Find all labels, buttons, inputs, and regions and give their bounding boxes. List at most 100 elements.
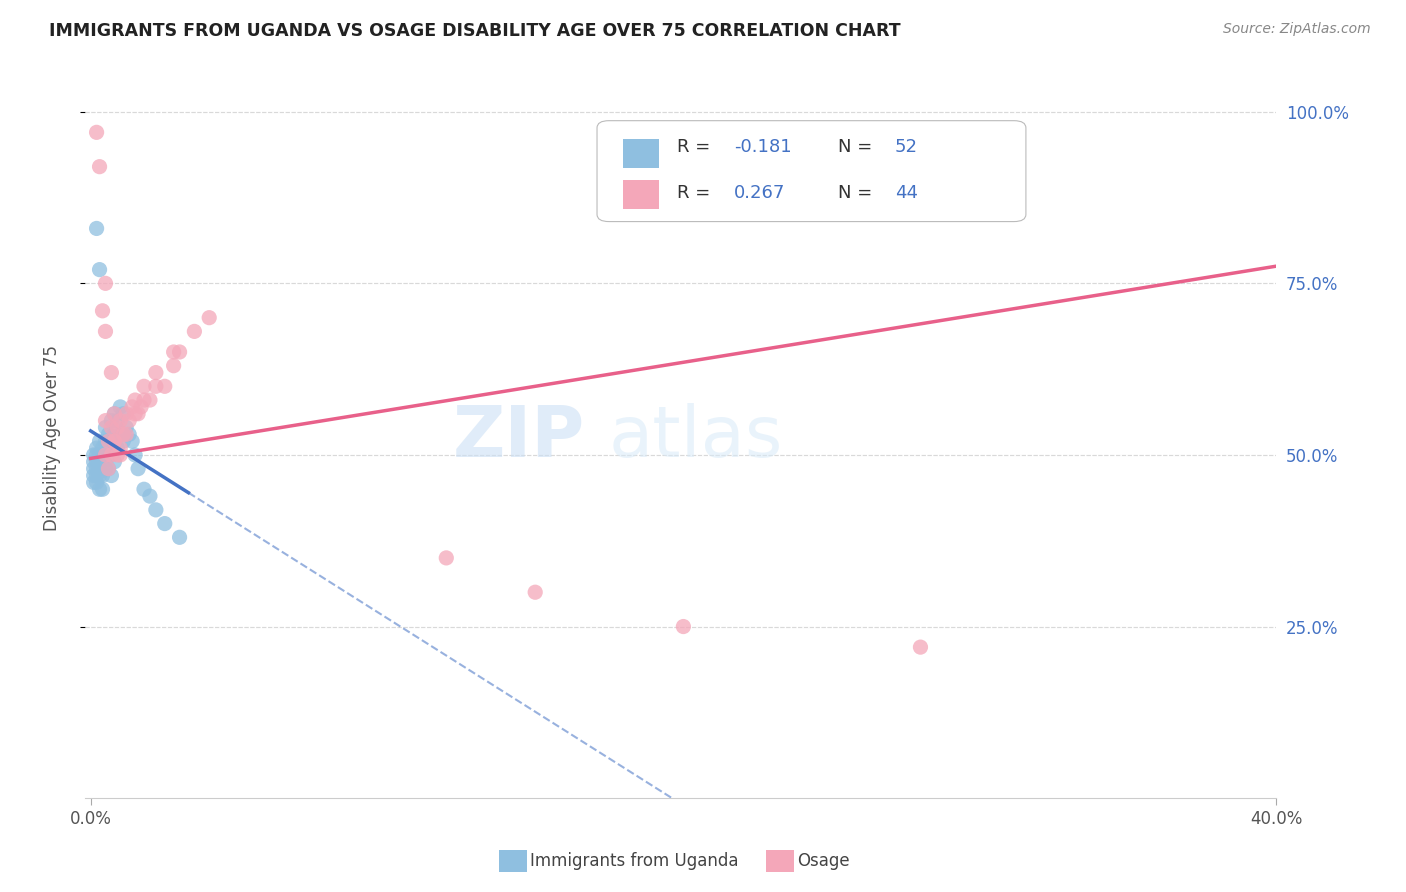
Point — [672, 619, 695, 633]
Point — [94, 448, 117, 462]
Point — [103, 455, 125, 469]
Text: ZIP: ZIP — [453, 403, 585, 472]
Text: 0.267: 0.267 — [734, 184, 786, 202]
Point — [83, 475, 105, 490]
Text: IMMIGRANTS FROM UGANDA VS OSAGE DISABILITY AGE OVER 75 CORRELATION CHART: IMMIGRANTS FROM UGANDA VS OSAGE DISABILI… — [49, 22, 901, 40]
Point — [110, 400, 132, 414]
Point — [132, 379, 155, 393]
Point — [169, 530, 191, 544]
Point — [132, 483, 155, 497]
Point — [86, 475, 108, 490]
Point — [112, 407, 135, 421]
Point — [86, 441, 108, 455]
Point — [91, 441, 114, 455]
Point — [145, 503, 167, 517]
Point — [91, 455, 114, 469]
Bar — [623, 180, 659, 209]
Point — [118, 414, 141, 428]
Point — [105, 441, 128, 455]
Point — [169, 345, 191, 359]
Point — [139, 489, 162, 503]
Point — [127, 407, 149, 421]
Point — [129, 400, 152, 414]
Point — [100, 414, 122, 428]
Point — [97, 441, 120, 455]
Y-axis label: Disability Age Over 75: Disability Age Over 75 — [44, 345, 60, 531]
Point — [83, 468, 105, 483]
Point — [162, 359, 184, 373]
Point — [132, 392, 155, 407]
Point — [86, 125, 108, 139]
Point — [83, 455, 105, 469]
Point — [100, 434, 122, 449]
Point — [94, 277, 117, 291]
Point — [145, 366, 167, 380]
Point — [110, 441, 132, 455]
Point — [89, 160, 111, 174]
Point — [94, 325, 117, 339]
Point — [97, 427, 120, 442]
Point — [94, 448, 117, 462]
Point — [86, 468, 108, 483]
Point — [110, 414, 132, 428]
Point — [89, 461, 111, 475]
Point — [86, 448, 108, 462]
Point — [103, 434, 125, 449]
Point — [118, 427, 141, 442]
Point — [110, 427, 132, 442]
Point — [94, 414, 117, 428]
Text: N =: N = — [838, 184, 877, 202]
Point — [86, 461, 108, 475]
Point — [100, 366, 122, 380]
Point — [100, 468, 122, 483]
Point — [124, 448, 146, 462]
Point — [162, 345, 184, 359]
Point — [91, 468, 114, 483]
Point — [105, 448, 128, 462]
Point — [124, 407, 146, 421]
Text: R =: R = — [676, 138, 716, 156]
Point — [110, 448, 132, 462]
Point — [89, 468, 111, 483]
Point — [115, 427, 138, 442]
Point — [86, 221, 108, 235]
Point — [83, 448, 105, 462]
Point — [89, 262, 111, 277]
Point — [124, 392, 146, 407]
Point — [86, 455, 108, 469]
Point — [198, 310, 221, 325]
Point — [115, 407, 138, 421]
Text: -0.181: -0.181 — [734, 138, 792, 156]
Point — [89, 434, 111, 449]
Point — [103, 427, 125, 442]
Text: Immigrants from Uganda: Immigrants from Uganda — [530, 852, 738, 870]
Text: 52: 52 — [894, 138, 918, 156]
Point — [121, 400, 143, 414]
Point — [94, 461, 117, 475]
Point — [97, 434, 120, 449]
Point — [434, 550, 457, 565]
Point — [153, 379, 176, 393]
Point — [94, 420, 117, 434]
Text: Source: ZipAtlas.com: Source: ZipAtlas.com — [1223, 22, 1371, 37]
Point — [127, 461, 149, 475]
Point — [112, 427, 135, 442]
Point — [183, 325, 205, 339]
Point — [83, 461, 105, 475]
Text: R =: R = — [676, 184, 716, 202]
Point — [105, 420, 128, 434]
Point — [100, 448, 122, 462]
FancyBboxPatch shape — [598, 120, 1026, 221]
Point — [91, 483, 114, 497]
Point — [89, 483, 111, 497]
Point — [121, 434, 143, 449]
Text: 44: 44 — [894, 184, 918, 202]
Point — [524, 585, 547, 599]
Point — [97, 461, 120, 475]
Text: Osage: Osage — [797, 852, 849, 870]
Text: atlas: atlas — [609, 403, 783, 472]
Point — [94, 434, 117, 449]
Point — [145, 379, 167, 393]
Point — [910, 640, 932, 654]
Point — [139, 392, 162, 407]
